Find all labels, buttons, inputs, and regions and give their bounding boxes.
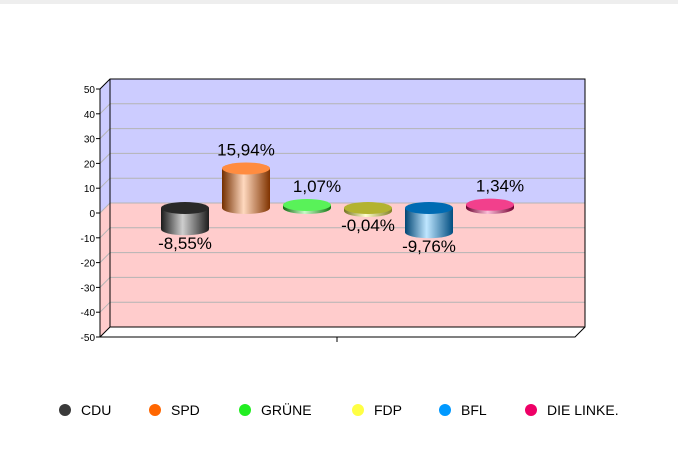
top-bar — [0, 0, 678, 4]
legend-marker-icon — [59, 404, 71, 416]
legend-label: GRÜNE — [261, 402, 312, 418]
bar-bfl: -9,76% — [402, 202, 456, 256]
bar-top — [222, 162, 270, 175]
y-tick-label: 50 — [84, 85, 96, 96]
legend-label: FDP — [374, 402, 402, 418]
y-tick-label: 10 — [84, 184, 96, 195]
bar-gr-ne: 1,07% — [283, 177, 341, 214]
bar-die-linke-: 1,34% — [466, 177, 524, 214]
data-label: 15,94% — [217, 140, 275, 159]
legend-label: BFL — [461, 402, 487, 418]
legend-item-die-linke: DIE LINKE. — [525, 402, 619, 418]
legend-item-fdp: FDP — [352, 402, 402, 418]
bar-spd: 15,94% — [217, 140, 275, 214]
legend: CDU SPD GRÜNE FDP BFL DIE LINKE. — [0, 402, 678, 420]
bar-top — [283, 199, 331, 211]
y-tick-label: -10 — [81, 234, 96, 245]
bar-body — [161, 208, 209, 236]
y-tick-label: 40 — [84, 110, 96, 121]
left-wall-positive — [100, 79, 110, 213]
y-tick-label: -30 — [81, 283, 96, 294]
data-label: 1,34% — [476, 177, 524, 196]
floor-edge — [99, 326, 585, 338]
left-wall-negative — [100, 203, 110, 337]
positive-region — [110, 79, 585, 203]
legend-label: DIE LINKE. — [547, 402, 619, 418]
bar-top — [344, 202, 392, 214]
legend-item-cdu: CDU — [59, 402, 111, 418]
legend-marker-icon — [439, 404, 451, 416]
data-label: -0,04% — [341, 216, 395, 235]
y-tick-label: -40 — [81, 308, 96, 319]
bar-body — [405, 208, 453, 239]
data-label: -9,76% — [402, 237, 456, 256]
bar-top — [466, 198, 514, 211]
legend-marker-icon — [525, 404, 537, 416]
bar-top — [161, 202, 209, 214]
bar-top — [405, 202, 453, 214]
bar-chart: 50 40 30 20 10 0 -10 -20 -30 -40 -50 -8,55% 15,94% 1,… — [81, 78, 586, 344]
legend-marker-icon — [149, 404, 161, 416]
data-label: -8,55% — [158, 234, 212, 253]
y-tick-label: 30 — [84, 135, 96, 146]
legend-item-spd: SPD — [149, 402, 200, 418]
data-label: 1,07% — [293, 177, 341, 196]
bar-fdp: -0,04% — [341, 202, 395, 235]
y-tick-label: -20 — [81, 259, 96, 270]
y-tick-label: -50 — [81, 333, 96, 344]
legend-label: CDU — [81, 402, 112, 418]
bar-cdu: -8,55% — [158, 202, 212, 253]
legend-label: SPD — [171, 402, 200, 418]
legend-item-bfl: BFL — [439, 402, 487, 418]
y-tick-label: 0 — [89, 209, 95, 220]
bar-body — [222, 168, 270, 214]
y-tick-label: 20 — [84, 159, 96, 170]
legend-item-gruene: GRÜNE — [239, 402, 312, 418]
legend-marker-icon — [239, 404, 251, 416]
legend-marker-icon — [352, 404, 364, 416]
